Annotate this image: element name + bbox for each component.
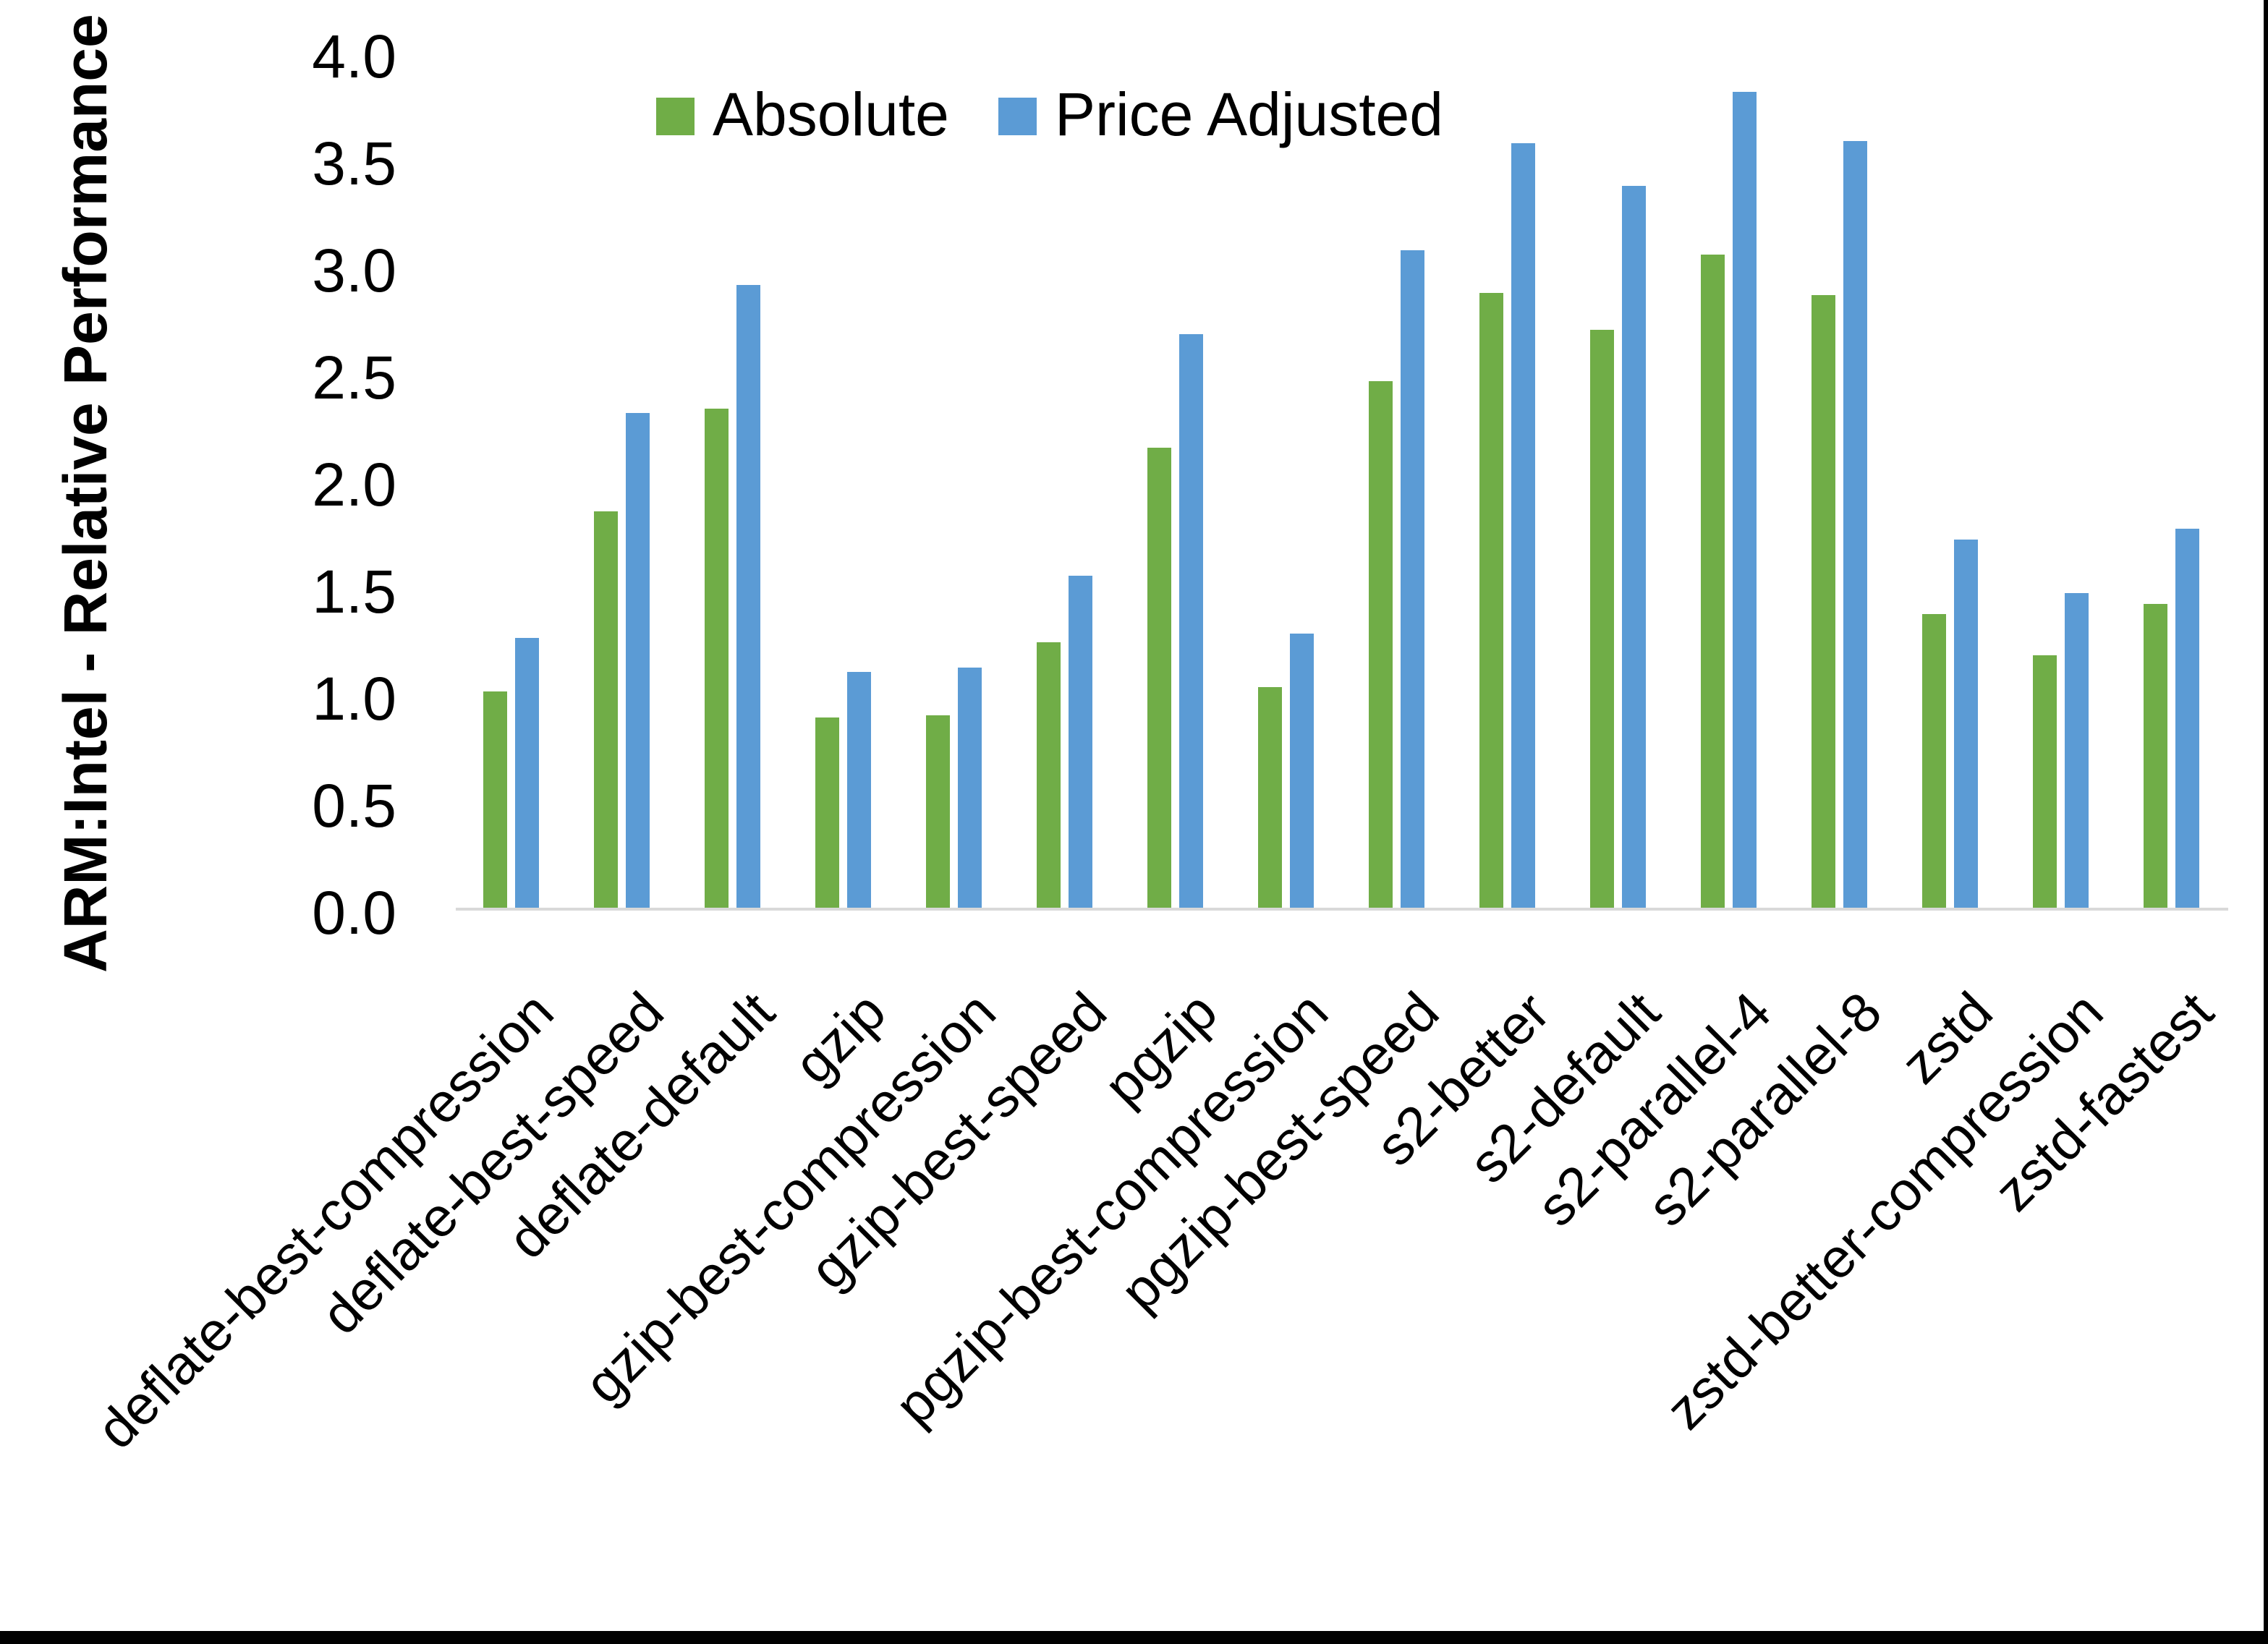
x-category-label-deflate-best-compression: deflate-best-compression bbox=[85, 981, 566, 1461]
bar-price-adjusted-pgzip-best-speed bbox=[1401, 250, 1424, 908]
bar-absolute-gzip bbox=[815, 717, 839, 908]
y-tick-label: 3.0 bbox=[312, 237, 396, 304]
bar-price-adjusted-deflate-default bbox=[736, 285, 760, 908]
bar-price-adjusted-gzip-best-compression bbox=[958, 668, 982, 908]
y-tick-label: 2.5 bbox=[312, 344, 396, 412]
window-bottom-border bbox=[0, 1631, 2268, 1644]
bar-absolute-pgzip bbox=[1147, 448, 1171, 908]
bar-absolute-deflate-best-speed bbox=[594, 511, 618, 908]
y-tick-label: 1.5 bbox=[312, 558, 396, 626]
bar-price-adjusted-s2-default bbox=[1622, 186, 1646, 908]
bar-absolute-s2-parallel-4 bbox=[1701, 255, 1725, 908]
bar-absolute-s2-parallel-8 bbox=[1812, 295, 1835, 908]
bar-price-adjusted-pgzip bbox=[1179, 334, 1203, 908]
y-tick-label: 0.5 bbox=[312, 772, 396, 840]
bar-price-adjusted-zstd-fastest bbox=[2175, 529, 2199, 908]
bar-price-adjusted-s2-parallel-4 bbox=[1733, 92, 1757, 908]
bar-absolute-gzip-best-compression bbox=[926, 715, 950, 908]
bar-price-adjusted-zstd bbox=[1954, 540, 1978, 908]
bar-absolute-deflate-default bbox=[705, 409, 729, 908]
bar-price-adjusted-gzip bbox=[847, 672, 871, 908]
bar-absolute-deflate-best-compression bbox=[483, 691, 507, 908]
bar-price-adjusted-gzip-best-speed bbox=[1069, 576, 1092, 908]
bar-absolute-zstd-better-compression bbox=[2033, 655, 2057, 908]
bar-price-adjusted-s2-better bbox=[1511, 143, 1535, 908]
legend-swatch-absolute bbox=[656, 98, 695, 135]
bar-absolute-s2-default bbox=[1590, 330, 1614, 908]
bar-absolute-zstd-fastest bbox=[2144, 604, 2167, 908]
bar-absolute-zstd bbox=[1922, 614, 1946, 908]
bar-price-adjusted-deflate-best-compression bbox=[515, 638, 539, 908]
bar-price-adjusted-s2-parallel-8 bbox=[1843, 141, 1867, 908]
bar-absolute-s2-better bbox=[1479, 293, 1503, 908]
bar-absolute-gzip-best-speed bbox=[1037, 642, 1061, 908]
y-tick-label: 3.5 bbox=[312, 129, 396, 197]
bar-price-adjusted-zstd-better-compression bbox=[2065, 593, 2089, 908]
bar-absolute-pgzip-best-compression bbox=[1258, 687, 1282, 908]
window-right-border bbox=[2264, 0, 2268, 1644]
bar-absolute-pgzip-best-speed bbox=[1369, 381, 1393, 908]
y-tick-label: 1.0 bbox=[312, 665, 396, 733]
legend-swatch-price-adjusted bbox=[998, 98, 1037, 135]
legend-label-price-adjusted: Price Adjusted bbox=[1055, 80, 1443, 148]
bar-price-adjusted-pgzip-best-compression bbox=[1290, 634, 1314, 908]
y-tick-label: 4.0 bbox=[312, 22, 396, 90]
legend-label-absolute: Absolute bbox=[713, 80, 949, 148]
y-tick-label: 2.0 bbox=[312, 451, 396, 519]
bar-price-adjusted-deflate-best-speed bbox=[626, 413, 650, 908]
y-tick-label: 0.0 bbox=[312, 879, 396, 947]
x-axis-line bbox=[456, 908, 2228, 911]
